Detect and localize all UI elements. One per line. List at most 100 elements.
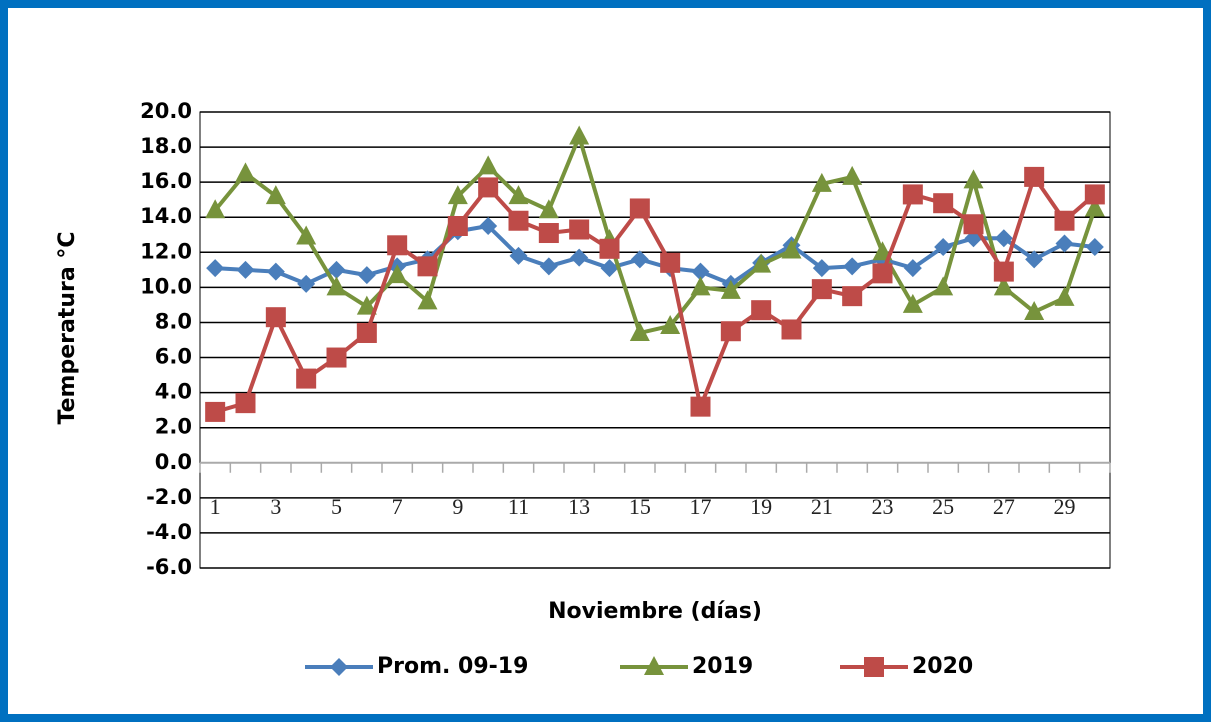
x-axis-title: Noviembre (días) <box>548 599 762 624</box>
y-tick-label: 4.0 <box>155 380 192 404</box>
x-tick-label: 21 <box>811 494 833 519</box>
legend-label: Prom. 09-19 <box>377 654 528 679</box>
data-point <box>842 165 863 185</box>
data-point <box>479 217 498 235</box>
data-point <box>933 193 954 214</box>
data-point <box>630 250 649 269</box>
data-point <box>265 307 286 328</box>
data-point <box>781 319 802 340</box>
data-point <box>205 199 226 219</box>
data-point <box>1085 238 1104 257</box>
series-line <box>213 134 1097 335</box>
data-point <box>993 276 1014 296</box>
x-tick-label: 19 <box>750 494 772 519</box>
data-point <box>417 256 438 277</box>
x-tick-label: 3 <box>270 494 281 519</box>
data-point <box>265 185 286 205</box>
data-point <box>417 290 438 310</box>
data-point <box>811 279 832 300</box>
data-point <box>934 238 953 257</box>
data-point <box>690 396 711 417</box>
data-point <box>235 162 256 182</box>
data-point <box>387 264 408 284</box>
data-point <box>297 274 316 293</box>
y-tick-label: 18.0 <box>140 134 192 158</box>
x-tick-label: 15 <box>629 494 651 519</box>
y-tick-label: 16.0 <box>140 169 192 193</box>
data-point <box>236 260 255 279</box>
y-tick-label: 14.0 <box>140 204 192 228</box>
data-point <box>751 253 772 273</box>
data-point <box>356 322 377 343</box>
data-point <box>387 235 408 256</box>
data-point <box>1025 250 1044 269</box>
data-point <box>539 257 558 276</box>
data-point <box>508 185 529 205</box>
data-point <box>447 185 468 205</box>
x-tick-label: 17 <box>690 494 712 519</box>
legend-marker <box>330 658 348 676</box>
x-tick-label: 23 <box>872 494 894 519</box>
data-point <box>206 259 225 278</box>
legend-marker <box>864 657 884 677</box>
data-point <box>720 321 741 342</box>
data-point <box>266 262 285 281</box>
data-point <box>902 293 923 313</box>
y-tick-label: 12.0 <box>140 239 192 263</box>
data-point <box>872 263 893 284</box>
x-tick-label: 13 <box>568 494 590 519</box>
data-point <box>660 252 681 273</box>
data-point <box>933 276 954 296</box>
data-point <box>963 169 984 189</box>
data-point <box>538 199 559 219</box>
data-point <box>629 198 650 219</box>
data-point <box>356 295 377 315</box>
data-point <box>812 259 831 278</box>
data-point <box>205 401 226 422</box>
legend-label: 2020 <box>912 654 973 679</box>
data-point <box>1084 197 1105 217</box>
data-point <box>720 279 741 299</box>
y-tick-label: 2.0 <box>155 415 192 439</box>
data-point <box>751 300 772 321</box>
data-point <box>570 248 589 267</box>
x-tick-label: 29 <box>1054 494 1076 519</box>
data-point <box>508 210 529 231</box>
data-point <box>326 347 347 368</box>
data-point <box>781 239 802 259</box>
data-point <box>629 321 650 341</box>
x-tick-label: 1 <box>210 494 221 519</box>
y-axis-title: Temperatura °C <box>55 232 80 425</box>
data-point <box>811 172 832 192</box>
data-point <box>569 125 590 145</box>
data-point <box>660 314 681 334</box>
y-tick-label: -2.0 <box>146 485 192 509</box>
data-point <box>447 216 468 236</box>
data-point <box>1055 234 1074 253</box>
data-point <box>1054 210 1075 231</box>
y-tick-label: -4.0 <box>146 520 192 544</box>
data-point <box>993 261 1014 282</box>
data-point <box>963 214 984 235</box>
data-point <box>1054 286 1075 306</box>
x-tick-label: 9 <box>452 494 463 519</box>
y-tick-label: 0.0 <box>155 450 192 474</box>
x-tick-label: 25 <box>932 494 954 519</box>
y-tick-label: 10.0 <box>140 274 192 298</box>
data-point <box>327 260 346 279</box>
data-point <box>1024 166 1045 187</box>
y-tick-label: 8.0 <box>155 309 192 333</box>
data-point <box>569 219 590 240</box>
y-tick-label: 6.0 <box>155 345 192 369</box>
data-point <box>691 262 710 281</box>
y-tick-label: -6.0 <box>146 555 192 579</box>
data-point <box>902 184 923 205</box>
data-point <box>690 276 711 296</box>
x-tick-label: 7 <box>392 494 403 519</box>
data-point <box>509 246 528 265</box>
legend-label: 2019 <box>692 654 753 679</box>
data-point <box>599 238 620 259</box>
x-tick-label: 11 <box>508 494 529 519</box>
